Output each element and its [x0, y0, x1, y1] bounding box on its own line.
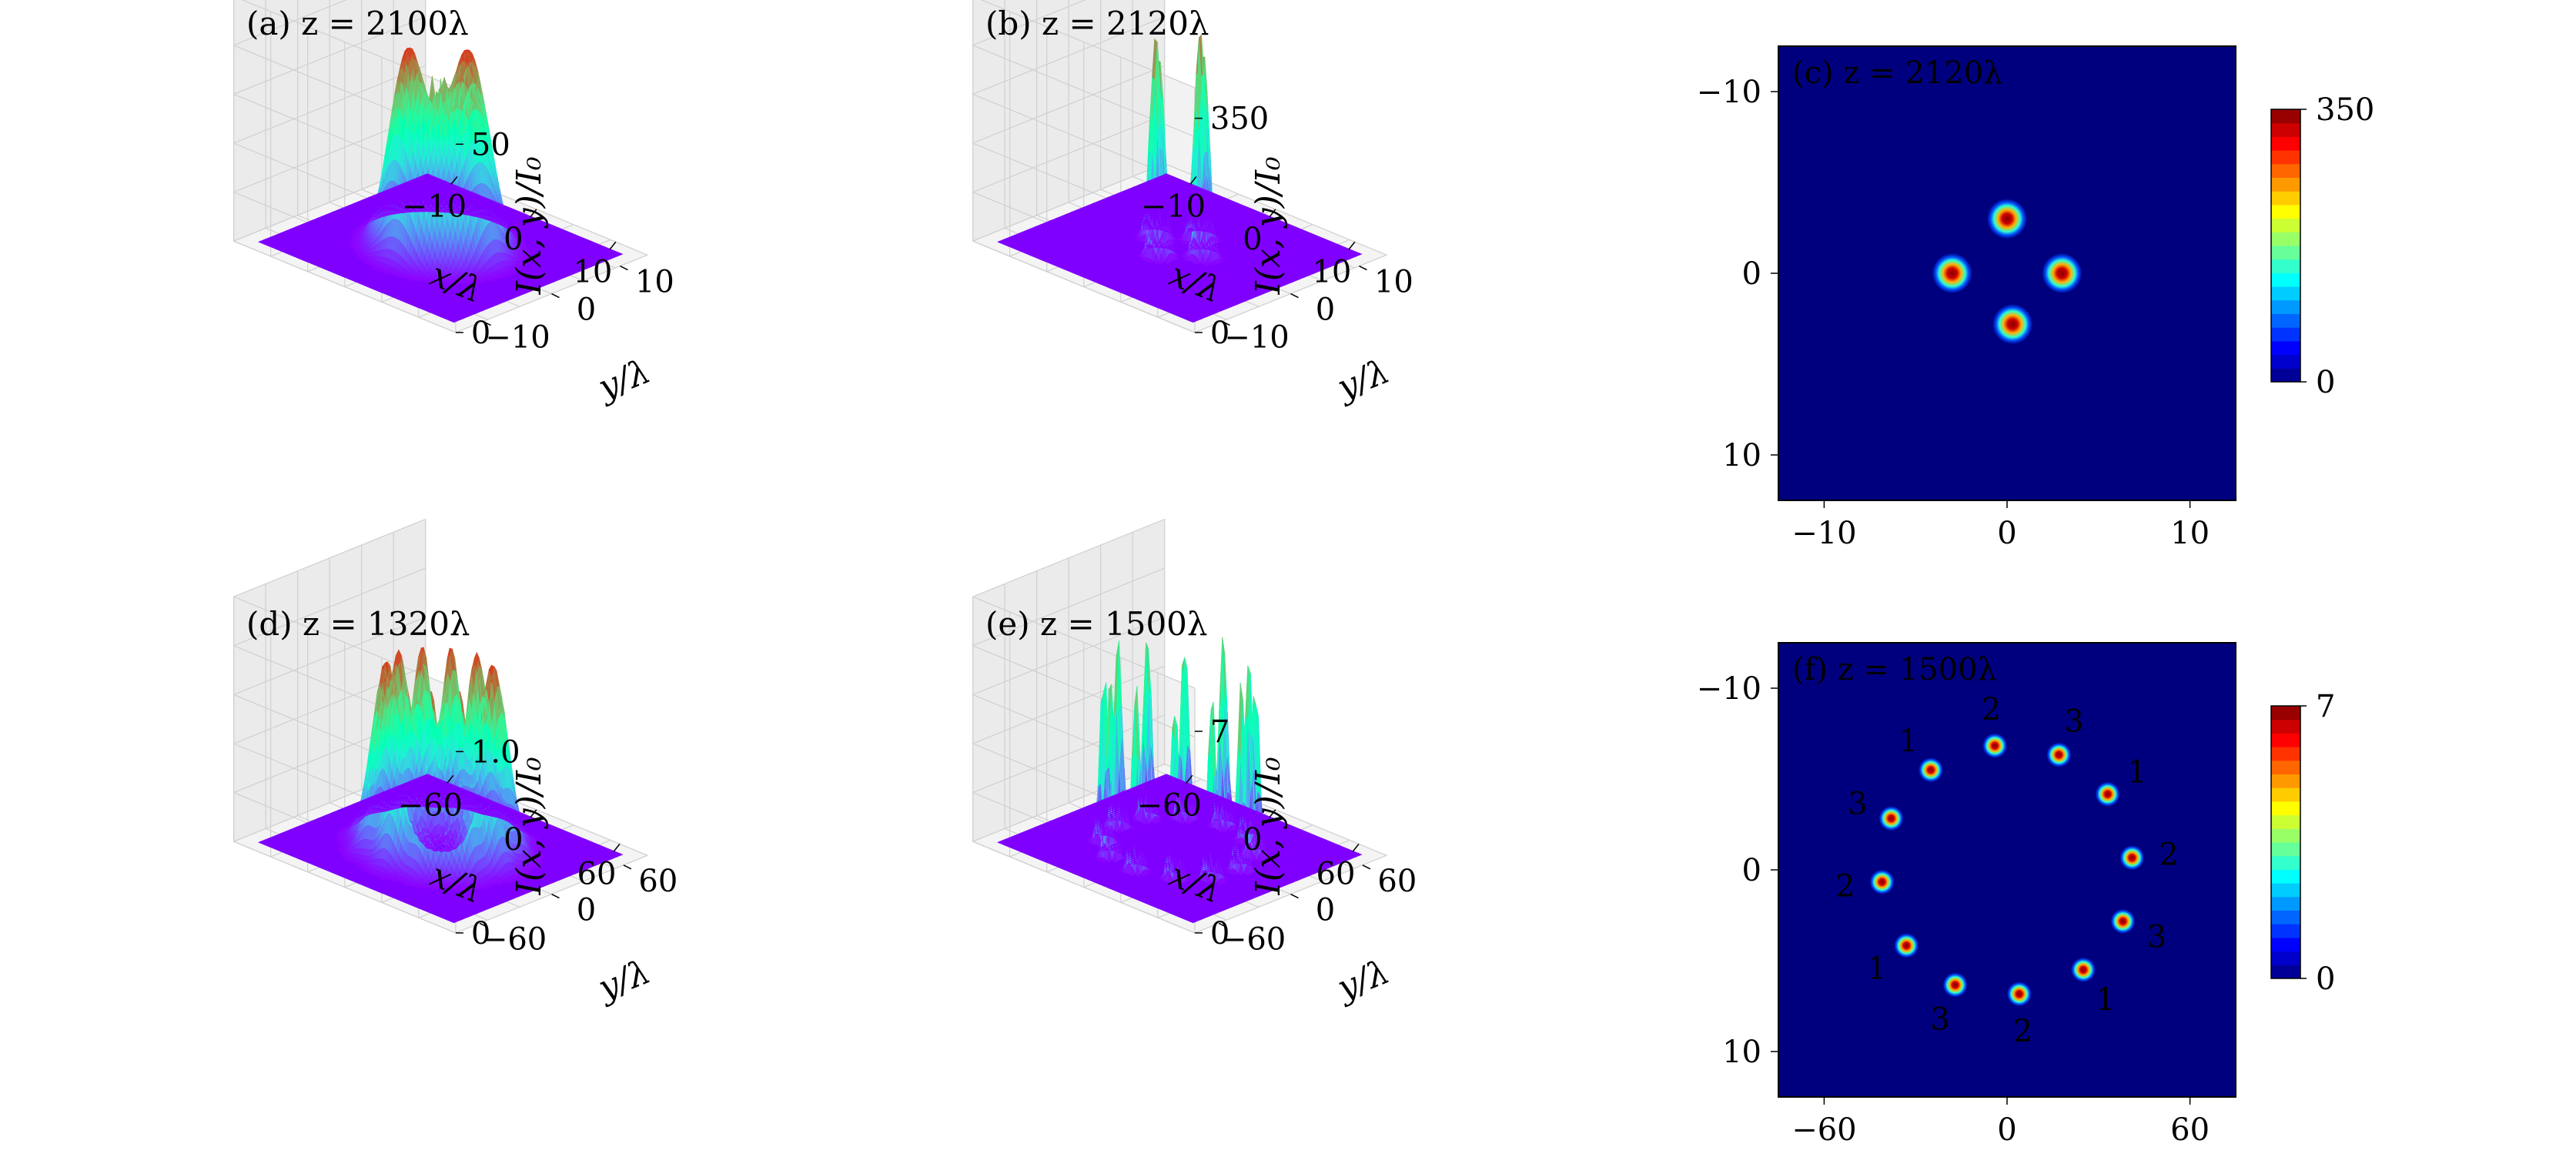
grid-line: [233, 65, 426, 144]
y-tick-label: −10: [485, 320, 550, 356]
grid-line: [233, 240, 457, 333]
panel-title: (a) z = 2100λ: [246, 5, 469, 42]
y-tick-label: 0: [577, 293, 596, 328]
x-tick-label: 10: [573, 254, 612, 289]
x-tick-label: −10: [402, 189, 467, 224]
y-tick-label: 10: [635, 265, 674, 300]
grid-line: [233, 16, 426, 95]
z-axis-title: I(x, y)/I₀: [510, 156, 549, 296]
surface: [258, 47, 624, 323]
grid-line: [233, 0, 347, 46]
z-tick-label: 0: [471, 316, 490, 351]
z-tick-label: 50: [471, 127, 510, 162]
